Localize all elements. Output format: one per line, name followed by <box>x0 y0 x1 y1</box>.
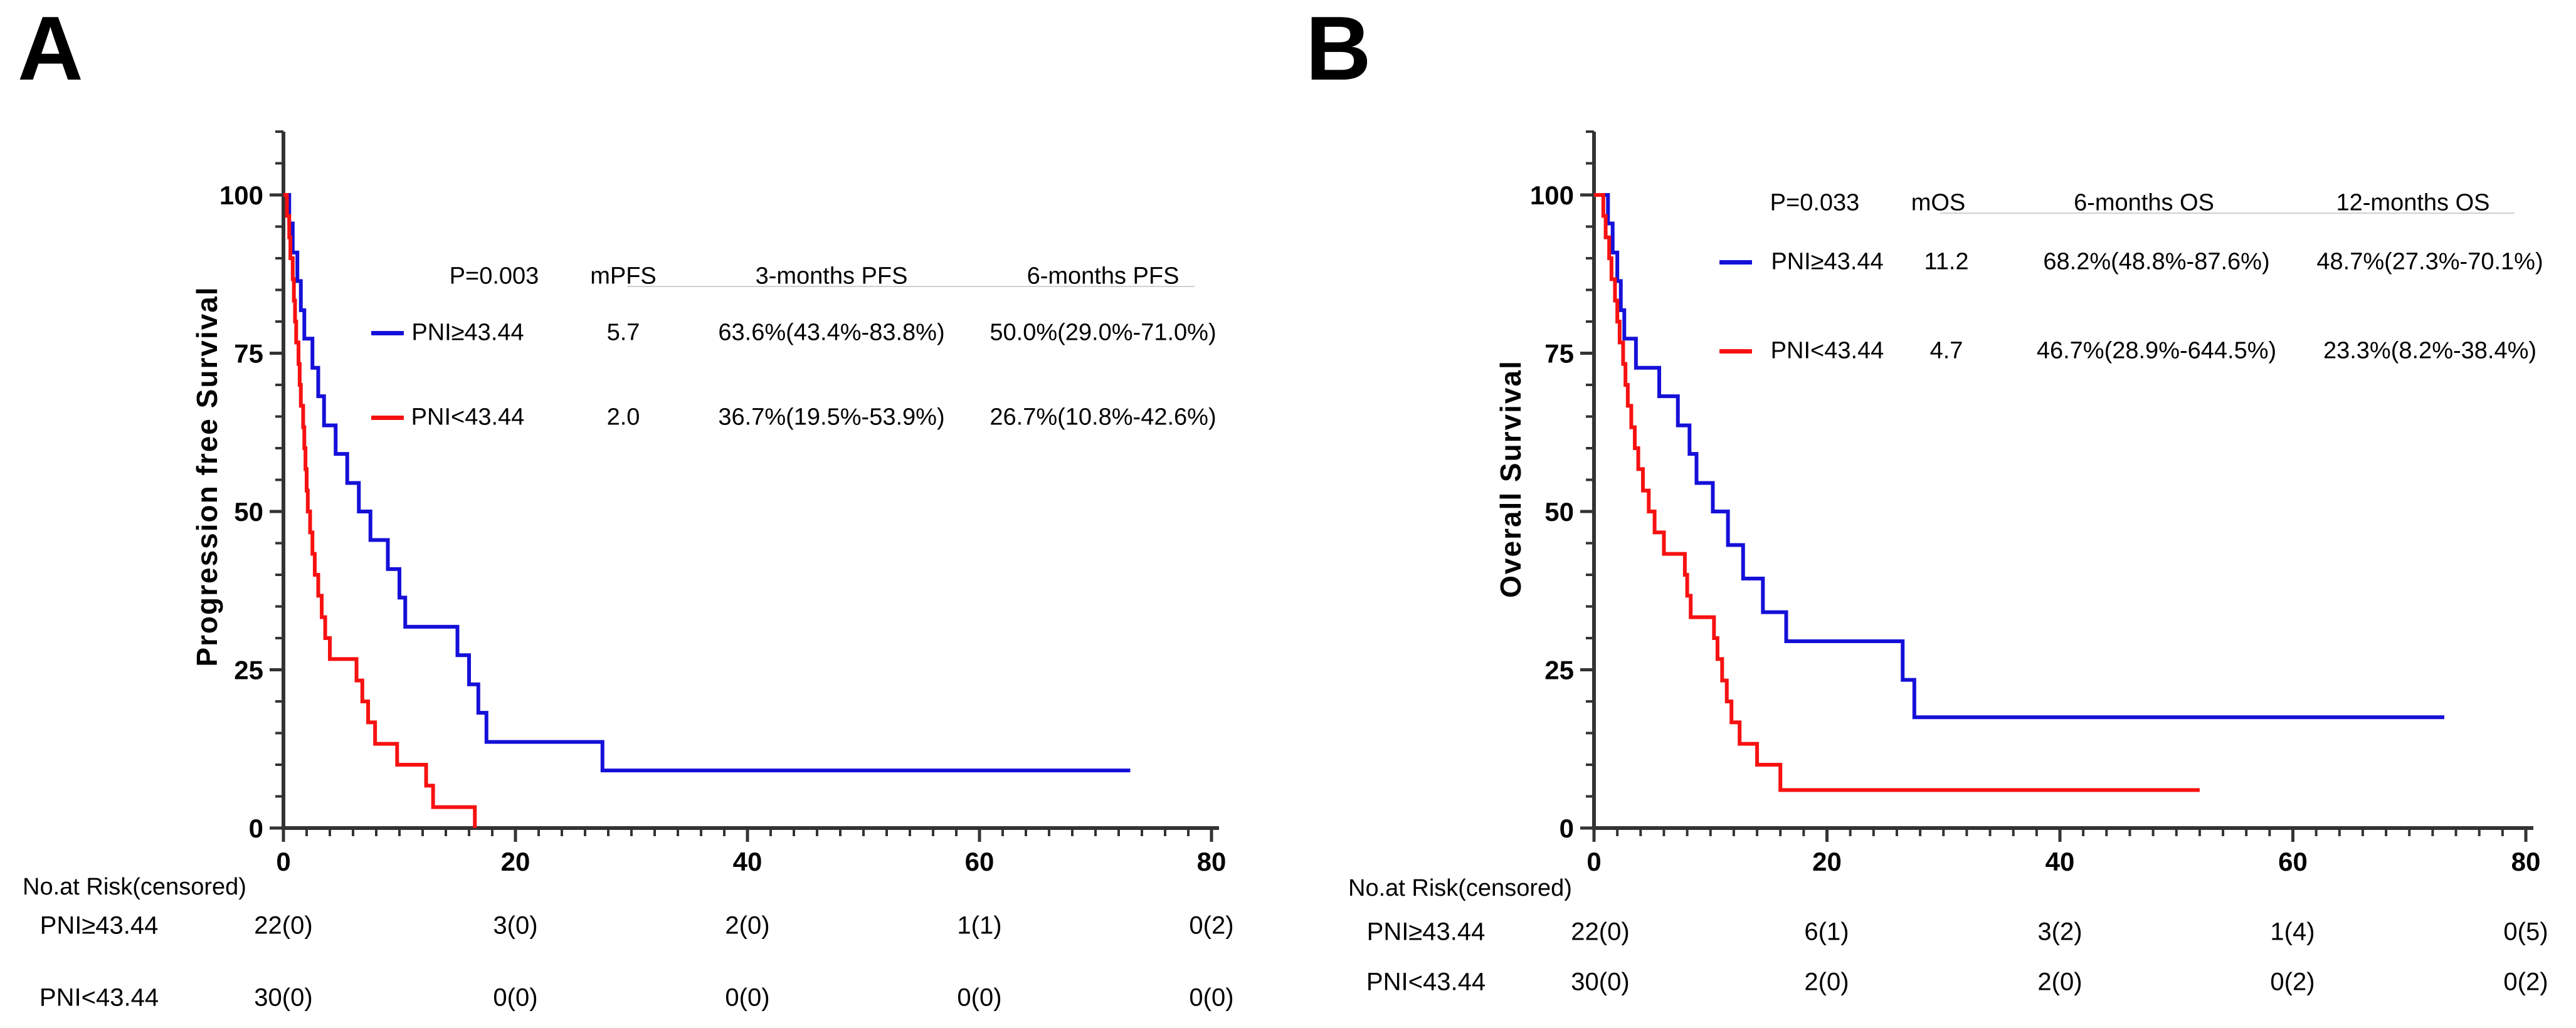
panel-b-km-plot: 0 20 40 60 80 0 25 50 75 100 <box>1530 130 2541 876</box>
legend-group-label: PNI<43.44 <box>411 404 525 431</box>
risk-value: 30(0) <box>254 983 313 1012</box>
y-tick-label: 75 <box>234 339 263 369</box>
risk-value: 0(0) <box>957 983 1002 1012</box>
panel-b-label: B <box>1306 0 1371 99</box>
legend-value: 50.0%(29.0%-71.0%) <box>990 319 1217 346</box>
legend-value: 4.7 <box>1929 337 1963 364</box>
risk-value: 6(1) <box>1804 918 1849 946</box>
y-tick-label: 75 <box>1544 339 1574 369</box>
risk-row-label: PNI≥43.44 <box>1366 918 1486 946</box>
y-tick-label: 50 <box>1544 497 1574 527</box>
legend-header-rule <box>1940 212 2515 214</box>
legend-value: 26.7%(10.8%-42.6%) <box>990 404 1217 431</box>
y-tick-label: 50 <box>234 497 263 527</box>
risk-row-label: PNI<43.44 <box>39 983 159 1012</box>
risk-value: 2(0) <box>2037 968 2082 996</box>
risk-value: 0(2) <box>1189 911 1234 940</box>
risk-value: 3(2) <box>2037 918 2082 946</box>
risk-value: 0(0) <box>493 983 538 1012</box>
panel-a: A Progression free Survival 0 20 40 60 80 0 25… <box>18 0 1234 1012</box>
y-tick-label: 100 <box>219 181 263 210</box>
legend-value: 68.2%(48.8%-87.6%) <box>2043 248 2270 275</box>
km-curve-PNI≥43.44 <box>1594 193 2444 720</box>
x-tick-label: 60 <box>2278 847 2308 876</box>
legend-group-label: PNI≥43.44 <box>411 319 524 346</box>
legend-group-label: PNI<43.44 <box>1770 337 1884 364</box>
risk-value: 0(0) <box>1189 983 1234 1012</box>
risk-value: 0(2) <box>2270 968 2315 996</box>
panel-b: B Overall Survival 0 20 40 60 80 0 25 50 75 100 P… <box>1288 0 2576 1028</box>
legend-col-header: 3-months PFS <box>755 263 908 290</box>
y-tick-label: 25 <box>234 656 263 685</box>
legend-col-header: 6-months OS <box>2074 189 2214 216</box>
x-tick-label: 40 <box>2045 847 2075 876</box>
risk-value: 0(5) <box>2503 918 2548 946</box>
legend-swatch-blue <box>371 331 404 335</box>
legend-col-header: mPFS <box>590 263 657 290</box>
panel-a-km-plot: 0 20 40 60 80 0 25 50 75 100 <box>219 130 1227 876</box>
legend-value: 2.0 <box>606 404 640 431</box>
legend-value: 46.7%(28.9%-644.5%) <box>2036 337 2277 364</box>
legend-col-header: 12-months OS <box>2336 189 2490 216</box>
legend-swatch-blue <box>1719 260 1752 265</box>
y-tick-label: 100 <box>1530 181 1574 210</box>
x-tick-label: 20 <box>1812 847 1842 876</box>
km-curve-PNI≥43.44 <box>283 193 1131 773</box>
risk-value: 0(0) <box>725 983 770 1012</box>
x-tick-label: 60 <box>965 847 995 876</box>
risk-value: 2(0) <box>1804 968 1849 996</box>
y-tick-label: 0 <box>1560 814 1574 843</box>
x-tick-label: 80 <box>2511 847 2541 876</box>
km-curve-PNI<43.44 <box>1594 193 2200 792</box>
x-tick-label: 80 <box>1197 847 1227 876</box>
legend-value: 11.2 <box>1924 248 1969 275</box>
legend-swatch-red <box>1719 349 1752 354</box>
risk-value: 2(0) <box>725 911 770 940</box>
risk-value: 30(0) <box>1571 968 1630 996</box>
legend-value: 48.7%(27.3%-70.1%) <box>2316 248 2543 275</box>
legend-value: 36.7%(19.5%-53.9%) <box>718 404 945 431</box>
legend-header-rule <box>627 286 1195 287</box>
risk-value: 22(0) <box>1571 918 1630 946</box>
risk-value: 3(0) <box>493 911 538 940</box>
risk-value: 1(1) <box>957 911 1002 940</box>
legend-col-header: 6-months PFS <box>1027 263 1180 290</box>
legend-value: 23.3%(8.2%-38.4%) <box>2323 337 2537 364</box>
panel-a-label: A <box>18 0 83 99</box>
legend-value: 5.7 <box>606 319 640 346</box>
y-tick-label: 0 <box>249 814 263 843</box>
legend-swatch-red <box>371 416 404 420</box>
risk-table-title: No.at Risk(censored) <box>23 874 246 900</box>
risk-value: 1(4) <box>2270 918 2315 946</box>
risk-value: 0(2) <box>2503 968 2548 996</box>
risk-row-label: PNI≥43.44 <box>40 911 159 940</box>
x-tick-label: 0 <box>276 847 290 876</box>
p-value: P=0.033 <box>1770 189 1860 216</box>
x-tick-label: 0 <box>1586 847 1601 876</box>
risk-row-label: PNI<43.44 <box>1366 968 1486 996</box>
risk-value: 22(0) <box>254 911 313 940</box>
km-curve-PNI<43.44 <box>283 193 477 828</box>
risk-table-title: No.at Risk(censored) <box>1348 875 1572 901</box>
legend-group-label: PNI≥43.44 <box>1771 248 1884 275</box>
p-value: P=0.003 <box>449 263 539 290</box>
legend-col-header: mOS <box>1911 189 1966 216</box>
legend-value: 63.6%(43.4%-83.8%) <box>718 319 945 346</box>
y-tick-label: 25 <box>1544 656 1574 685</box>
x-tick-label: 40 <box>733 847 763 876</box>
x-tick-label: 20 <box>501 847 531 876</box>
